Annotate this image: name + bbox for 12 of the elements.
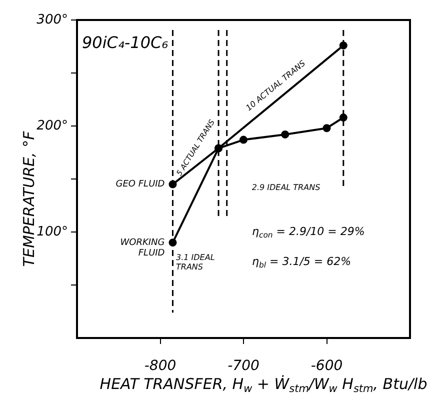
annotation: 2.9 IDEAL TRANS [252, 183, 320, 192]
x-tick-label: -600 [310, 358, 343, 374]
y-tick-label: 100° [36, 224, 68, 240]
annotation: 3.1 IDEAL TRANS [176, 253, 215, 272]
y-tick-label: 300° [36, 12, 68, 28]
annotation: 90iC₄-10C₆ [82, 33, 169, 52]
series-label: GEO FLUID [116, 180, 165, 190]
y-tick-label: 200° [36, 118, 68, 134]
x-tick-label: -800 [144, 358, 176, 374]
series-label: WORKING FLUID [120, 238, 165, 258]
x-tick-label: -700 [228, 358, 260, 374]
y-axis-title: TEMPERATURE, °F [20, 130, 38, 267]
